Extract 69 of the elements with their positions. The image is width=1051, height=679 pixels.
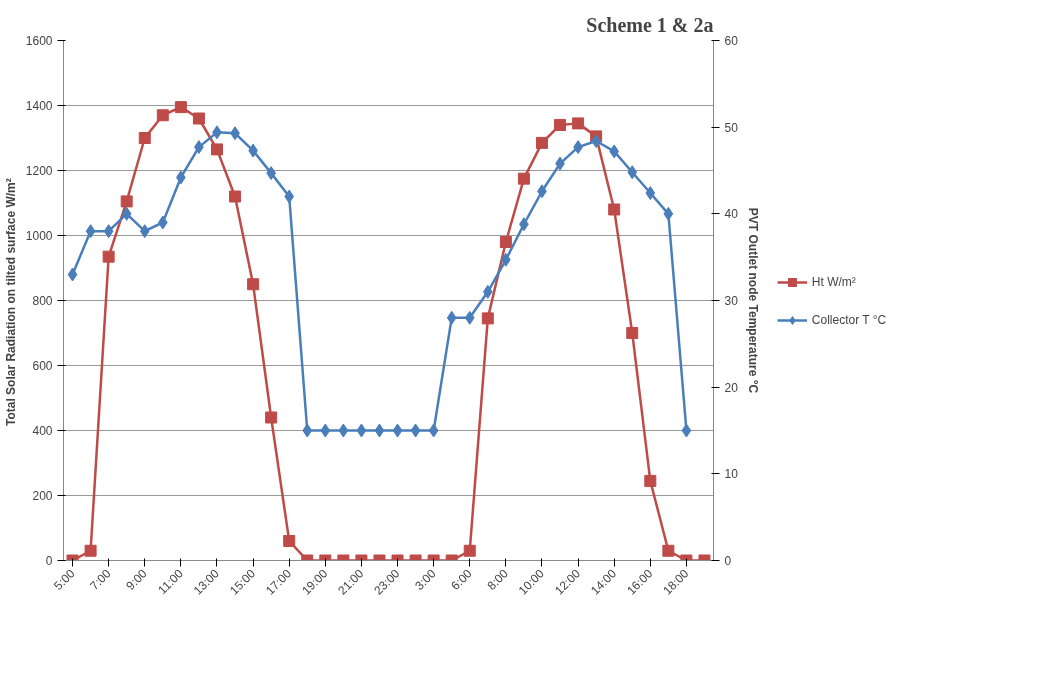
y-tick-label: 200 bbox=[32, 489, 53, 503]
point bbox=[192, 112, 205, 125]
legend-label: Collector T °C bbox=[811, 313, 887, 327]
y-tick-label: 1400 bbox=[25, 99, 53, 113]
point bbox=[554, 119, 567, 131]
y-tick-label: 400 bbox=[32, 424, 53, 438]
point bbox=[481, 312, 494, 325]
point bbox=[608, 203, 621, 216]
point bbox=[572, 117, 585, 130]
point bbox=[103, 224, 114, 239]
y-tick-label: 600 bbox=[32, 359, 53, 373]
point bbox=[681, 423, 692, 438]
x-tick-label: 5:00 bbox=[51, 566, 78, 593]
point bbox=[663, 206, 674, 221]
y-tick-label: 1600 bbox=[25, 34, 53, 48]
x-tick-label: 6:00 bbox=[448, 566, 475, 593]
point bbox=[374, 423, 385, 438]
point bbox=[356, 423, 367, 438]
point bbox=[446, 310, 457, 325]
point bbox=[121, 206, 132, 221]
point bbox=[645, 186, 656, 201]
y2-tick-label: 60 bbox=[724, 34, 739, 48]
legend-label: Ht W/m² bbox=[811, 275, 856, 289]
x-tick-label: 9:00 bbox=[123, 566, 150, 593]
point bbox=[229, 190, 242, 203]
point bbox=[338, 423, 349, 438]
point bbox=[627, 165, 638, 180]
x-tick-label: 8:00 bbox=[484, 566, 512, 593]
y-tick-label: 1200 bbox=[25, 164, 53, 178]
point bbox=[428, 423, 439, 438]
point bbox=[464, 310, 475, 325]
point bbox=[156, 109, 169, 122]
point bbox=[535, 136, 548, 149]
y2-tick-label: 0 bbox=[724, 554, 732, 568]
point bbox=[157, 215, 168, 230]
y-axis-title: Total Solar Radiation on tilted surface W/m² bbox=[3, 178, 18, 427]
point bbox=[139, 224, 150, 239]
point bbox=[302, 423, 313, 438]
point bbox=[174, 101, 187, 114]
y2-axis-title: PVT Outlet node Temperature °C bbox=[745, 207, 760, 394]
point bbox=[410, 423, 421, 438]
point bbox=[517, 172, 530, 185]
point bbox=[265, 411, 278, 424]
point bbox=[85, 224, 96, 239]
y2-tick-label: 10 bbox=[724, 467, 739, 482]
point bbox=[482, 284, 493, 299]
point bbox=[609, 144, 620, 159]
point bbox=[626, 327, 639, 339]
point bbox=[138, 132, 151, 144]
point bbox=[499, 236, 512, 248]
y2-tick-label: 20 bbox=[724, 380, 739, 395]
y2-tick-label: 30 bbox=[724, 294, 739, 308]
point bbox=[320, 423, 331, 438]
y2-tick-label: 50 bbox=[724, 120, 739, 135]
point bbox=[120, 195, 133, 208]
point bbox=[644, 474, 657, 487]
point bbox=[392, 423, 403, 438]
point bbox=[67, 267, 78, 282]
point bbox=[210, 143, 223, 156]
point bbox=[102, 250, 115, 263]
x-tick-label: 3:00 bbox=[412, 566, 439, 593]
y2-tick-label: 40 bbox=[724, 207, 739, 222]
y-tick-label: 1000 bbox=[25, 229, 53, 243]
point bbox=[247, 278, 260, 291]
chart-title: Scheme 1 & 2a bbox=[586, 13, 714, 36]
point bbox=[284, 189, 295, 204]
y-tick-label: 800 bbox=[32, 294, 53, 308]
y-tick-label: 0 bbox=[45, 554, 53, 568]
x-tick-label: 7:00 bbox=[87, 566, 114, 593]
